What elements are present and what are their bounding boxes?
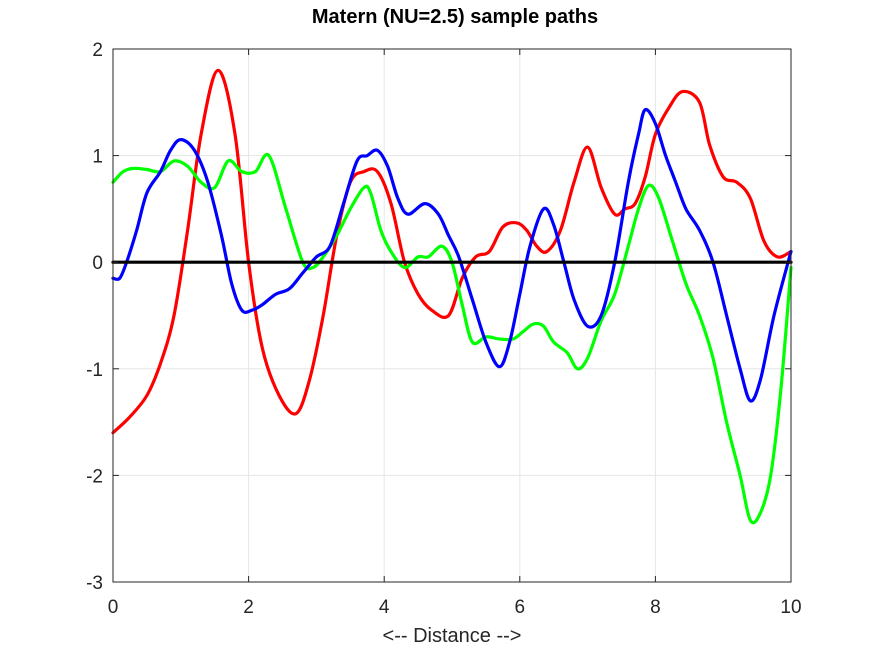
y-tick-label: 0 bbox=[92, 253, 103, 274]
x-tick-label: 8 bbox=[650, 597, 661, 618]
y-tick-label: -3 bbox=[86, 573, 103, 594]
x-tick-label: 10 bbox=[780, 597, 801, 618]
tick-labels: 0 2 4 6 8 10 -3 -2 -1 0 1 2 bbox=[86, 40, 801, 618]
plot-area-border bbox=[112, 48, 792, 583]
y-tick-label: 1 bbox=[92, 147, 103, 168]
x-tick-label: 6 bbox=[515, 597, 526, 618]
x-tick-label: 2 bbox=[243, 597, 254, 618]
y-tick-label: 2 bbox=[92, 40, 103, 61]
ticks bbox=[112, 48, 792, 583]
x-tick-label: 0 bbox=[108, 597, 119, 618]
x-axis-label: <-- Distance --> bbox=[383, 625, 522, 647]
y-tick-label: -2 bbox=[86, 466, 103, 487]
y-tick-label: -1 bbox=[86, 360, 103, 381]
series-group bbox=[111, 68, 793, 525]
chart-title: Matern (NU=2.5) sample paths bbox=[312, 6, 598, 28]
series-line-green bbox=[111, 152, 793, 525]
x-tick-label: 4 bbox=[379, 597, 390, 618]
series-line-blue bbox=[111, 107, 793, 403]
